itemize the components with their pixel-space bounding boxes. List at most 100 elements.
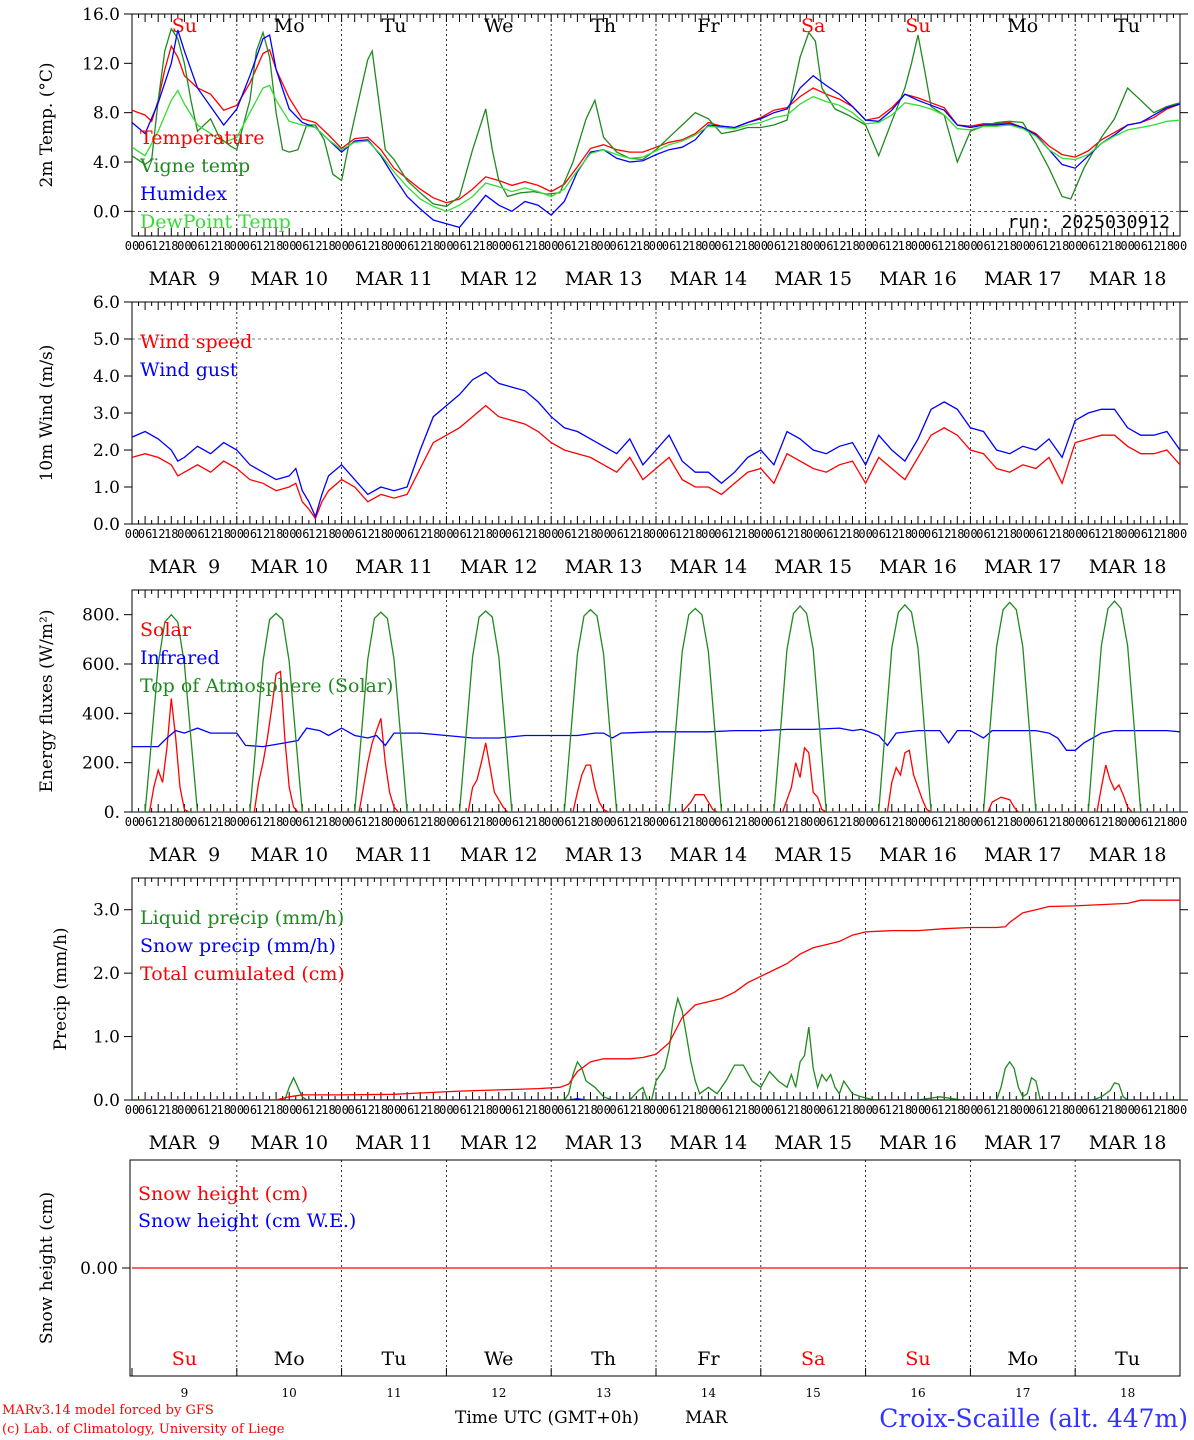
hour-tick-label: 06 — [819, 527, 833, 541]
hour-tick-label: 06 — [243, 815, 257, 829]
hour-tick-label: 06 — [347, 1103, 361, 1117]
hour-tick-label: 18 — [898, 815, 912, 829]
hour-tick-label: 00 — [492, 239, 506, 253]
hour-tick-label: 12 — [256, 239, 270, 253]
hour-tick-label: 12 — [465, 527, 479, 541]
hour-tick-label: 00 — [701, 1103, 715, 1117]
hour-tick-label: 18 — [1002, 1103, 1016, 1117]
hour-tick-label: 00 — [1173, 815, 1187, 829]
series-line — [132, 670, 1180, 812]
hour-tick-label: 00 — [334, 815, 348, 829]
series-line — [132, 29, 1180, 229]
hour-tick-label: 12 — [727, 239, 741, 253]
hour-tick-label: 00 — [858, 1103, 872, 1117]
hour-tick-label: 12 — [1042, 239, 1056, 253]
hour-tick-label: 00 — [858, 815, 872, 829]
hour-tick-label: 18 — [583, 239, 597, 253]
hour-tick-label: 06 — [609, 239, 623, 253]
y-axis-label: 2m Temp. (°C) — [37, 62, 57, 187]
weekday-label: Mo — [1007, 1348, 1038, 1370]
hour-tick-label: 06 — [400, 239, 414, 253]
hour-tick-label: 00 — [1068, 1103, 1082, 1117]
hour-tick-label: 06 — [243, 239, 257, 253]
panel-energy: 800. 600. 400. 200. 0. Energy fluxes (W/m²) 00… — [37, 589, 1188, 866]
hour-tick-label: 12 — [1147, 527, 1161, 541]
hour-tick-label: 18 — [793, 815, 807, 829]
panel-snow: 0.00 Snow height (cm) 9 10 11 12 13 14 15 16 17 18 S… — [37, 1159, 1188, 1400]
hour-tick-label: 12 — [570, 239, 584, 253]
hour-tick-label: 18 — [374, 239, 388, 253]
hour-tick-label: 00 — [544, 527, 558, 541]
hour-tick-label: 18 — [164, 527, 178, 541]
hour-tick-label: 00 — [177, 815, 191, 829]
hour-tick-label: 18 — [426, 527, 440, 541]
hour-tick-label: 06 — [767, 527, 781, 541]
hour-tick-label: 18 — [740, 815, 754, 829]
hour-tick-label: 12 — [675, 1103, 689, 1117]
date-label: MAR 13 — [565, 844, 643, 866]
date-label: MAR 9 — [149, 844, 221, 866]
hour-tick-label: 06 — [976, 815, 990, 829]
hour-tick-label: 06 — [1081, 239, 1095, 253]
day-number-label: 18 — [1120, 1386, 1135, 1400]
hour-tick-label: 12 — [623, 815, 637, 829]
run-annotation: run: 2025030912 — [1007, 212, 1170, 233]
hour-tick-label: 18 — [321, 815, 335, 829]
hour-tick-label: 06 — [1029, 1103, 1043, 1117]
hour-tick-label: 18 — [216, 527, 230, 541]
hour-tick-label: 06 — [1081, 815, 1095, 829]
hour-tick-label: 06 — [1081, 527, 1095, 541]
date-label: MAR 12 — [460, 844, 538, 866]
hour-tick-label: 18 — [793, 527, 807, 541]
hour-tick-label: 12 — [256, 1103, 270, 1117]
hour-tick-label: 00 — [754, 239, 768, 253]
hour-tick-label: 18 — [269, 239, 283, 253]
legend-entry: Temperature — [140, 127, 264, 149]
date-label: MAR 18 — [1089, 268, 1167, 290]
y-tick-label: 1.0 — [93, 1028, 120, 1048]
weekday-label: Tu — [1115, 1348, 1140, 1370]
hour-tick-label: 06 — [871, 239, 885, 253]
hour-tick-label: 18 — [1107, 815, 1121, 829]
hour-tick-label: 00 — [1120, 1103, 1134, 1117]
hour-tick-label: 00 — [334, 527, 348, 541]
day-number-label: 16 — [910, 1386, 925, 1400]
hour-tick-label: 18 — [531, 527, 545, 541]
hour-tick-label: 12 — [203, 815, 217, 829]
hour-tick-label: 18 — [164, 239, 178, 253]
hour-tick-label: 18 — [478, 527, 492, 541]
hour-tick-label: 12 — [308, 239, 322, 253]
date-label: MAR 14 — [670, 844, 748, 866]
weekday-label: Fr — [697, 1348, 720, 1370]
hour-tick-label: 18 — [950, 527, 964, 541]
date-label: MAR 15 — [774, 844, 852, 866]
hour-tick-label: 00 — [596, 815, 610, 829]
y-tick-label: 600. — [82, 655, 120, 675]
hour-tick-label: 00 — [125, 239, 139, 253]
hour-tick-label: 18 — [950, 239, 964, 253]
y-tick-label: 8.0 — [93, 104, 120, 124]
hour-tick-label: 12 — [727, 1103, 741, 1117]
hour-tick-label: 12 — [308, 1103, 322, 1117]
legend-entry: Solar — [140, 619, 192, 641]
hour-tick-label: 06 — [609, 1103, 623, 1117]
hour-tick-label: 12 — [570, 815, 584, 829]
day-number-label: 12 — [491, 1386, 506, 1400]
hour-tick-label: 12 — [832, 527, 846, 541]
weekday-label: Tu — [1115, 15, 1140, 37]
hour-tick-label: 06 — [1133, 527, 1147, 541]
hour-tick-label: 18 — [426, 1103, 440, 1117]
month-label: MAR — [685, 1408, 729, 1428]
hour-tick-label: 00 — [754, 815, 768, 829]
series-line — [132, 1098, 1180, 1100]
legend-entry: Snow height (cm W.E.) — [138, 1210, 356, 1232]
hour-tick-label: 18 — [1107, 239, 1121, 253]
hour-tick-label: 12 — [151, 527, 165, 541]
hour-tick-label: 06 — [662, 815, 676, 829]
hour-tick-label: 18 — [321, 527, 335, 541]
hour-tick-label: 06 — [662, 239, 676, 253]
hour-tick-label: 06 — [400, 1103, 414, 1117]
day-number-label: 10 — [282, 1386, 297, 1400]
date-label: MAR 15 — [774, 1132, 852, 1154]
